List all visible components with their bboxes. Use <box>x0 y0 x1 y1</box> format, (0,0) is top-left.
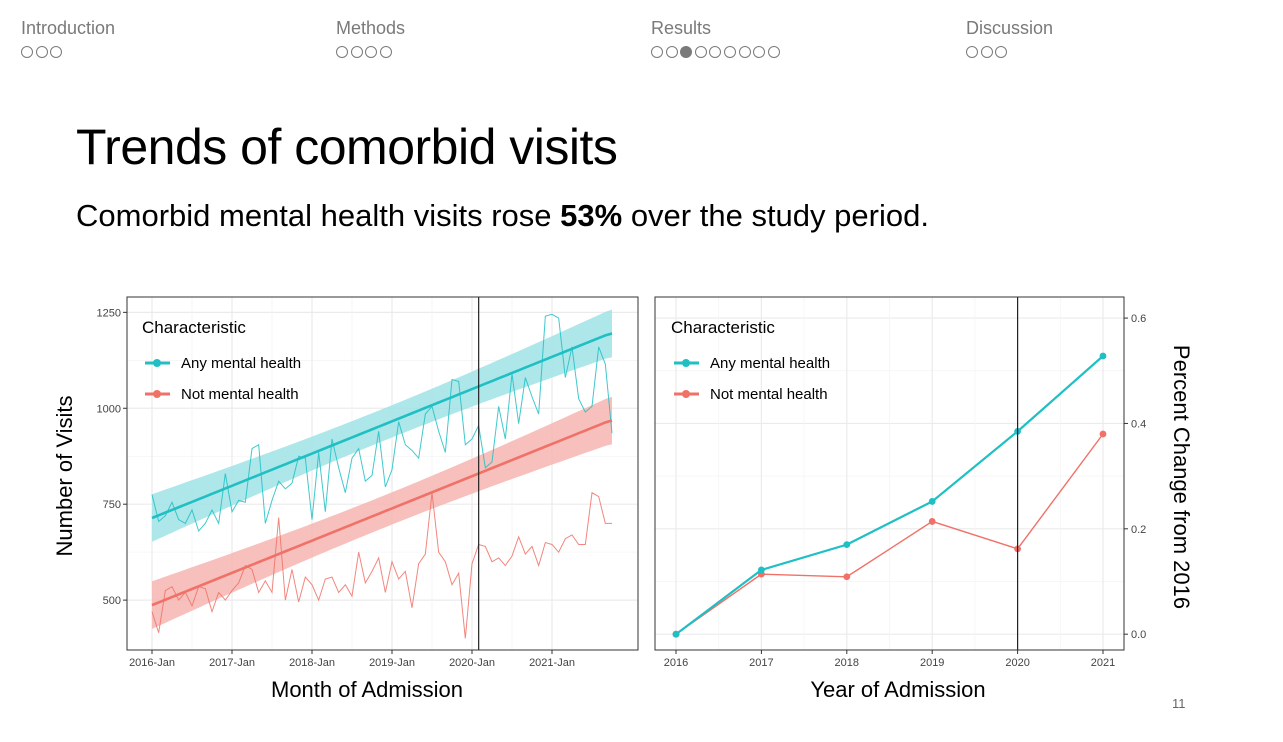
slide-title: Trends of comorbid visits <box>76 119 618 175</box>
y-tick-label: 750 <box>103 499 121 511</box>
x-tick-label: 2021-Jan <box>529 657 575 669</box>
nav-dot[interactable] <box>35 45 48 58</box>
nav-dot[interactable] <box>665 45 678 58</box>
nav-dots <box>966 43 1053 59</box>
legend-title: Characteristic <box>671 318 775 337</box>
y-tick-label: 0.2 <box>1131 524 1146 536</box>
slide-subtitle: Comorbid mental health visits rose 53% o… <box>76 198 929 234</box>
y-tick-label: 1000 <box>97 403 121 415</box>
nav-dot[interactable] <box>365 45 378 58</box>
nav-dot[interactable] <box>753 45 766 58</box>
legend-item-label: Any mental health <box>181 355 301 372</box>
x-tick-label: 2019 <box>920 657 944 669</box>
nav-dot[interactable] <box>980 45 993 58</box>
nav-dot[interactable] <box>709 45 722 58</box>
series-point <box>758 566 765 574</box>
series-point <box>1099 430 1107 438</box>
nav-section-label: Results <box>651 18 712 38</box>
series-point <box>843 573 851 581</box>
x-tick-label: 2017 <box>749 657 773 669</box>
series-point <box>843 541 851 549</box>
nav-section-label: Discussion <box>966 18 1054 38</box>
series-line <box>675 355 1104 636</box>
x-tick-label: 2020-Jan <box>449 657 495 669</box>
legend-key-point <box>153 359 161 367</box>
series-smooth-line <box>151 419 613 607</box>
x-tick-label: 2018-Jan <box>289 657 335 669</box>
nav-dot[interactable] <box>723 45 736 58</box>
nav-dots <box>336 43 405 59</box>
x-tick-label: 2018 <box>835 657 859 669</box>
nav-section-results[interactable]: Results <box>651 18 782 62</box>
subtitle-text: Comorbid mental health visits rose <box>76 198 561 233</box>
series-point <box>928 518 936 525</box>
nav-section-discussion[interactable]: Discussion <box>966 18 1053 62</box>
x-axis-title: Month of Admission <box>271 677 463 702</box>
x-axis-title: Year of Admission <box>810 677 985 702</box>
nav-dot[interactable] <box>738 45 751 58</box>
y-axis-title: Number of Visits <box>52 396 77 557</box>
plot-frame <box>654 296 1125 651</box>
nav-dot[interactable] <box>50 45 63 58</box>
x-tick-label: 2016-Jan <box>129 657 175 669</box>
y-tick-label: 0.0 <box>1131 629 1146 641</box>
y-tick-label: 0.4 <box>1131 418 1146 430</box>
series-raw-line <box>151 313 613 533</box>
nav-dot[interactable] <box>379 45 392 58</box>
legend-item-label: Not mental health <box>181 386 299 403</box>
series-point <box>672 630 680 638</box>
series-smooth-line <box>151 332 613 520</box>
nav-section-label: Introduction <box>21 18 116 38</box>
page-number: 11 <box>1172 696 1186 711</box>
nav-dot[interactable] <box>966 45 978 58</box>
y-axis-title: Percent Change from 2016 <box>1169 345 1194 609</box>
x-tick-label: 2019-Jan <box>369 657 415 669</box>
subtitle-text-end: over the study period. <box>622 198 929 233</box>
y-tick-label: 0.6 <box>1131 313 1146 325</box>
legend-key-point <box>153 390 161 398</box>
nav-section-introduction[interactable]: Introduction <box>21 18 115 62</box>
legend-item-label: Any mental health <box>710 355 830 372</box>
nav-dot[interactable] <box>651 45 663 58</box>
legend-title: Characteristic <box>142 318 246 337</box>
x-tick-label: 2016 <box>664 657 688 669</box>
legend-key-point <box>682 390 690 398</box>
subtitle-highlight: 53% <box>560 198 623 233</box>
legend-key-point <box>682 359 690 367</box>
y-tick-label: 500 <box>103 595 121 607</box>
plot-frame <box>126 296 639 651</box>
nav-section-methods[interactable]: Methods <box>336 18 405 62</box>
series-line <box>675 433 1104 635</box>
legend-item-label: Not mental health <box>710 386 828 403</box>
x-tick-label: 2017-Jan <box>209 657 255 669</box>
nav-dot[interactable] <box>336 45 348 58</box>
series-point <box>1099 352 1107 360</box>
nav-dot[interactable] <box>694 45 707 58</box>
nav-dot-current[interactable] <box>680 45 693 58</box>
series-point <box>928 498 936 505</box>
x-tick-label: 2021 <box>1091 657 1115 669</box>
series-raw-line <box>151 491 612 639</box>
nav-dot[interactable] <box>767 45 780 58</box>
nav-section-label: Methods <box>336 18 406 38</box>
nav-dots <box>651 43 782 59</box>
nav-dot[interactable] <box>995 45 1008 58</box>
y-tick-label: 1250 <box>97 307 121 319</box>
x-tick-label: 2020 <box>1005 657 1029 669</box>
nav-dots <box>21 43 115 59</box>
nav-dot[interactable] <box>21 45 33 58</box>
nav-dot[interactable] <box>350 45 363 58</box>
